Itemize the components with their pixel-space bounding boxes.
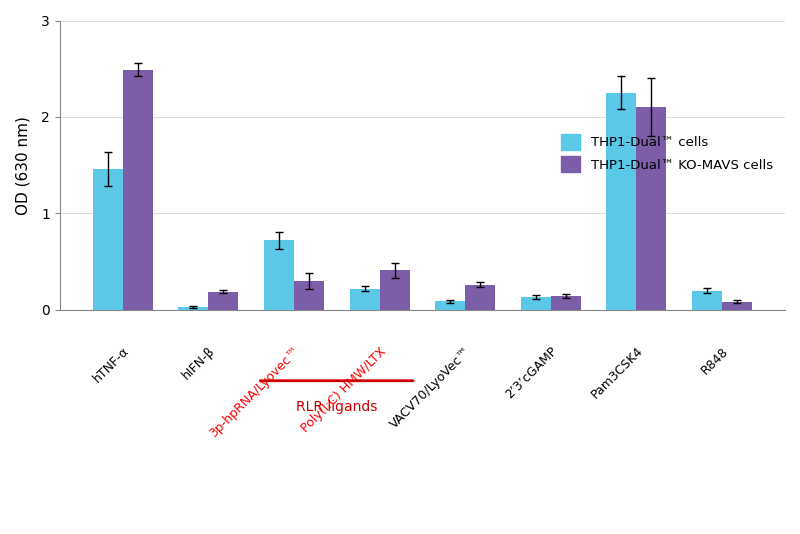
Text: VACV70/LyoVec™: VACV70/LyoVec™ [388, 344, 474, 431]
Legend: THP1-Dual™ cells, THP1-Dual™ KO-MAVS cells: THP1-Dual™ cells, THP1-Dual™ KO-MAVS cel… [555, 128, 778, 178]
Bar [606, 93, 637, 310]
Bar [722, 302, 752, 310]
Bar [379, 270, 410, 310]
Bar [122, 70, 153, 310]
Bar [208, 292, 238, 310]
Bar [350, 289, 379, 310]
Text: R848: R848 [699, 344, 731, 377]
Text: hIFN-β: hIFN-β [180, 344, 218, 382]
Bar [294, 281, 324, 310]
Text: Poly(I:C) HMW/LTX: Poly(I:C) HMW/LTX [298, 344, 389, 435]
Bar [178, 308, 208, 310]
Bar [692, 290, 722, 310]
Text: 3p-hpRNA/Lyovec™: 3p-hpRNA/Lyovec™ [207, 344, 303, 441]
Y-axis label: OD (630 nm): OD (630 nm) [15, 116, 30, 215]
Text: RLR ligands: RLR ligands [296, 399, 378, 413]
Bar [521, 297, 551, 310]
Text: 2’3’cGAMP: 2’3’cGAMP [503, 344, 560, 402]
Bar [93, 169, 122, 310]
Bar [551, 296, 581, 310]
Bar [465, 285, 495, 310]
Bar [264, 240, 294, 310]
Text: hTNF-α: hTNF-α [91, 344, 132, 386]
Bar [637, 107, 666, 310]
Text: Pam3CSK4: Pam3CSK4 [589, 344, 646, 402]
Bar [435, 301, 465, 310]
